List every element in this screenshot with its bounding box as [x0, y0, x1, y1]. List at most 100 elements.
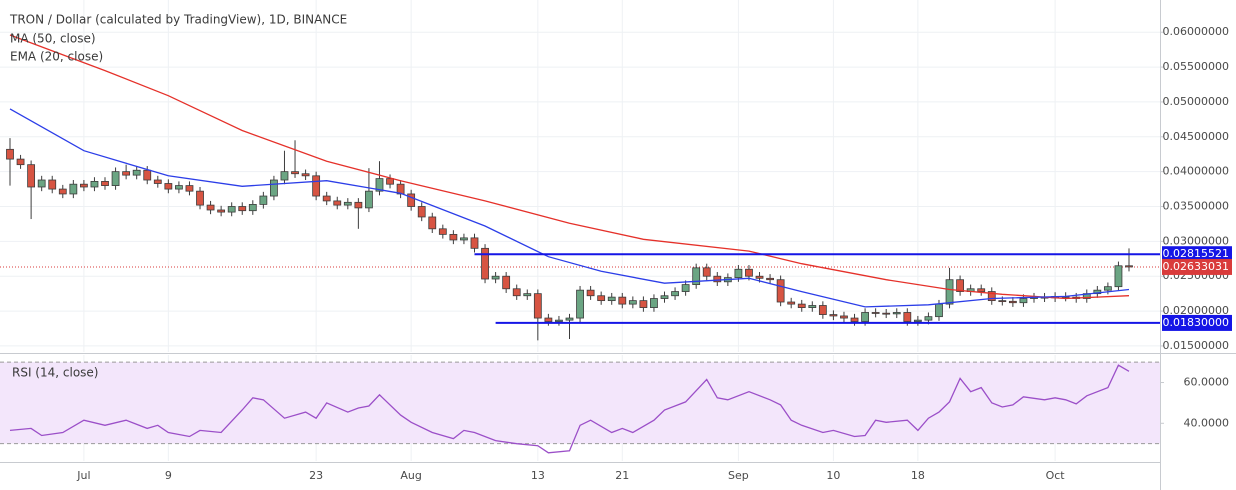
x-tick-label: 10: [826, 469, 840, 482]
candle-body: [797, 303, 806, 308]
x-tick-label: Jul: [76, 469, 90, 482]
candle-body: [618, 296, 627, 305]
level-label-box: [1162, 246, 1232, 263]
y-tick-label: 0.04500000: [1163, 130, 1229, 143]
candle-body: [481, 247, 489, 280]
x-tick-label: Sep: [728, 469, 749, 482]
candle-body: [808, 305, 817, 308]
last-price-box: [1162, 258, 1232, 275]
candle-body: [935, 303, 943, 318]
candle-body: [713, 275, 722, 283]
candle-body: [438, 228, 447, 235]
candle-body: [924, 316, 933, 321]
candle-body: [470, 237, 479, 249]
candle-body: [745, 268, 753, 277]
candle-body: [90, 181, 99, 188]
candle-body: [987, 291, 996, 302]
candle-body: [607, 296, 616, 302]
x-tick-label: 9: [165, 469, 172, 482]
candle-body: [69, 183, 78, 195]
candle-body: [766, 277, 774, 281]
y-tick-label: 60.0000: [1184, 376, 1230, 389]
candle-body: [217, 209, 226, 213]
candle-body: [776, 279, 785, 303]
candle-body: [565, 317, 574, 321]
candle-body: [58, 188, 67, 195]
candle-body: [755, 275, 764, 279]
candle-body: [196, 190, 204, 206]
y-tick-label: 40.0000: [1184, 416, 1230, 429]
candle-body: [628, 300, 637, 305]
candle-body: [333, 200, 342, 206]
candle-body: [671, 291, 679, 297]
candle-body: [871, 312, 880, 314]
legend-entry: MA (50, close): [10, 32, 96, 46]
candle-body: [312, 175, 321, 197]
y-tick-label: 0.02000000: [1163, 304, 1229, 317]
candle-body: [512, 288, 521, 297]
candle-body: [48, 179, 57, 190]
level-label: 0.02815521: [1163, 247, 1229, 260]
x-tick-label: 13: [531, 469, 545, 482]
candle-body: [386, 178, 394, 185]
candle-body: [164, 183, 173, 190]
candle-body: [206, 204, 215, 211]
candle-body: [1008, 300, 1017, 304]
candle-body: [417, 206, 426, 218]
x-tick-label: 21: [615, 469, 629, 482]
candle-body: [143, 169, 152, 181]
candle-body: [576, 289, 584, 319]
candle-body: [1093, 289, 1102, 295]
candle-body: [787, 301, 796, 305]
candle-body: [301, 173, 310, 177]
candle-body: [270, 179, 278, 197]
candle-body: [533, 293, 542, 319]
candle-body: [523, 293, 532, 297]
candle-body: [37, 179, 46, 188]
candle-body: [185, 185, 194, 192]
chart-title: TRON / Dollar (calculated by TradingView…: [9, 13, 347, 27]
rsi-band: [0, 362, 1160, 444]
x-tick-label: 23: [309, 469, 323, 482]
candle-body: [122, 171, 131, 176]
y-tick-label: 0.04000000: [1163, 165, 1229, 178]
candle-body: [153, 179, 162, 184]
candle-body: [1114, 265, 1123, 288]
candle-body: [977, 288, 986, 292]
y-tick-label: 0.05500000: [1163, 60, 1229, 73]
candle-body: [227, 206, 236, 213]
level-label-box: [1162, 314, 1232, 331]
candle-body: [343, 201, 352, 206]
candle-body: [175, 185, 183, 190]
candle-body: [101, 181, 109, 186]
y-tick-label: 0.03500000: [1163, 200, 1229, 213]
candle-body: [291, 171, 299, 175]
candle-body: [903, 312, 912, 322]
candle-body: [998, 300, 1007, 303]
candle-body: [734, 268, 743, 279]
indicator-line: [9, 108, 1130, 308]
candle-body: [491, 275, 500, 280]
candle-body: [681, 284, 690, 292]
candle-body: [639, 300, 648, 308]
candle-body: [1019, 298, 1028, 304]
indicator-line: [9, 364, 1130, 454]
candle-body: [850, 317, 859, 322]
candle-body: [248, 204, 257, 212]
y-tick-label: 0.01500000: [1163, 339, 1229, 352]
candle-body: [27, 164, 36, 188]
y-tick-label: 0.05000000: [1163, 95, 1229, 108]
candle-body: [1103, 286, 1112, 291]
x-tick-label: Aug: [400, 469, 421, 482]
y-tick-label: 0.06000000: [1163, 25, 1229, 38]
candle-body: [79, 183, 88, 188]
candle-body: [702, 267, 711, 277]
candle-body: [132, 169, 141, 176]
candle-body: [660, 295, 669, 299]
candle-body: [829, 314, 838, 317]
candle-body: [407, 193, 416, 207]
candle-body: [818, 305, 827, 315]
candle-body: [16, 158, 25, 166]
candle-body: [375, 178, 384, 192]
